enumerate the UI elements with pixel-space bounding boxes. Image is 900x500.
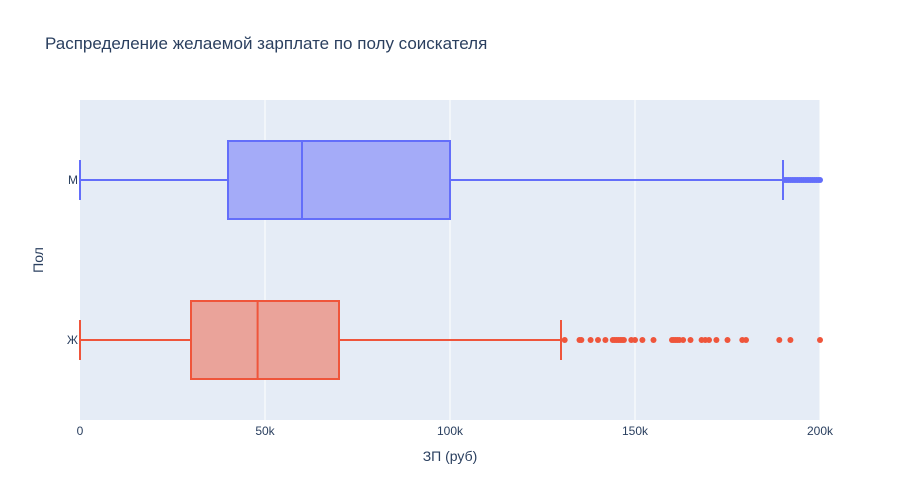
- outlier-point: [706, 337, 712, 343]
- outlier-point: [620, 337, 627, 343]
- tick-layer: 0 50k 100k 150k 200k М Ж: [67, 173, 834, 438]
- outlier-point: [578, 337, 585, 343]
- x-tick-label: 200k: [807, 424, 834, 438]
- outlier-point: [561, 337, 568, 343]
- chart-title: Распределение желаемой зарплате по полу …: [45, 34, 488, 53]
- iqr-box: [227, 140, 451, 220]
- box-layer: [79, 140, 823, 380]
- outlier-point: [650, 337, 657, 343]
- x-tick-label: 50k: [255, 424, 275, 438]
- outlier-point: [743, 337, 749, 343]
- outlier-point: [687, 337, 694, 343]
- outlier-point: [632, 337, 638, 343]
- x-tick-label: 150k: [622, 424, 649, 438]
- x-tick-label: 0: [77, 424, 84, 438]
- outlier-point: [724, 337, 731, 343]
- outlier-point: [787, 337, 794, 343]
- outlier-point: [602, 337, 609, 343]
- outlier-point: [639, 337, 646, 343]
- outlier-point: [587, 337, 594, 343]
- outlier-point: [595, 337, 601, 343]
- outlier-point: [776, 337, 783, 343]
- y-tick-label: М: [68, 173, 78, 187]
- x-tick-label: 100k: [437, 424, 464, 438]
- outlier-point: [713, 337, 720, 343]
- x-axis-title: ЗП (руб): [423, 448, 478, 464]
- y-tick-label: Ж: [67, 333, 78, 347]
- outlier-point: [680, 337, 687, 343]
- iqr-box: [190, 300, 340, 380]
- y-axis-title: Пол: [30, 247, 46, 273]
- outlier-point: [817, 177, 823, 183]
- outlier-point: [817, 337, 823, 343]
